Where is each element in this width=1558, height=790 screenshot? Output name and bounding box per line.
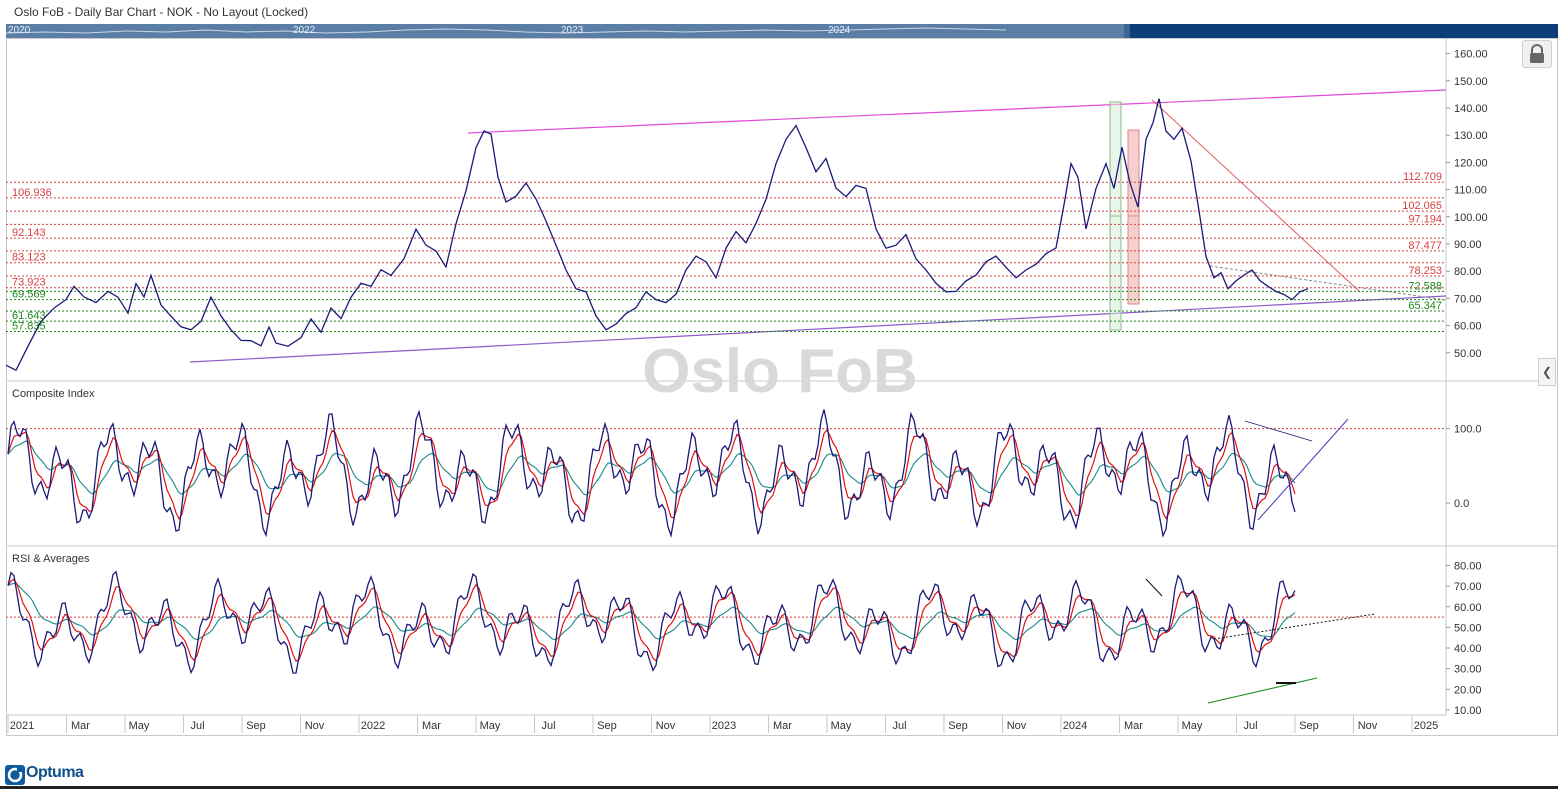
level-label: 72.588 <box>1408 280 1442 292</box>
navigator-year: 2022 <box>293 25 316 36</box>
rsi-y-tick-label: 80.00 <box>1454 561 1482 573</box>
resistance-trendline[interactable] <box>467 89 1447 134</box>
composite-y-tick-label: 100.0 <box>1454 424 1482 436</box>
x-tick-label: 2022 <box>361 720 385 732</box>
price-y-tick-label: 120.00 <box>1454 157 1488 169</box>
price-y-tick-label: 80.00 <box>1454 266 1482 278</box>
rsi-title: RSI & Averages <box>12 553 90 565</box>
level-label: 69.569 <box>12 289 46 301</box>
x-tick-label: Mar <box>1124 720 1143 732</box>
rsi-dotted-trendline[interactable] <box>1213 613 1376 640</box>
x-tick-label: Sep <box>1299 720 1319 732</box>
x-tick-label: Nov <box>1007 720 1027 732</box>
navigator-year: 2023 <box>561 25 584 36</box>
level-label: 102.065 <box>1402 200 1442 212</box>
price-y-tick-label: 160.00 <box>1454 49 1488 61</box>
level-label: 106.936 <box>12 187 52 199</box>
red-box[interactable] <box>1127 129 1140 305</box>
level-label: 73.923 <box>12 277 46 289</box>
rsi-y-tick-label: 10.00 <box>1454 705 1482 717</box>
x-tick-label: Sep <box>948 720 968 732</box>
level-label: 83.123 <box>12 252 46 264</box>
rsi-short-trendline[interactable] <box>1145 578 1163 597</box>
x-tick-label: Mar <box>773 720 792 732</box>
rsi-y-tick-label: 20.00 <box>1454 684 1482 696</box>
rsi-y-tick-label: 30.00 <box>1454 664 1482 676</box>
x-tick-label: May <box>129 720 150 732</box>
price-y-tick-label: 130.00 <box>1454 130 1488 142</box>
navigator-window[interactable] <box>1130 24 1558 38</box>
rsi-y-tick-label: 50.00 <box>1454 622 1482 634</box>
window-title: Oslo FoB - Daily Bar Chart - NOK - No La… <box>14 5 309 19</box>
date-navigator[interactable]: 2020 2022 2023 2024 <box>6 24 1558 38</box>
composite-index-line[interactable] <box>7 409 1296 538</box>
composite-lower-trendline[interactable] <box>1257 418 1349 521</box>
composite-index-title: Composite Index <box>12 388 95 400</box>
level-label: 61.643 <box>12 310 46 322</box>
rsi-y-tick-label: 60.00 <box>1454 602 1482 614</box>
x-tick-label: Mar <box>422 720 441 732</box>
x-tick-label: May <box>480 720 501 732</box>
navigator-handle[interactable] <box>1124 24 1130 38</box>
x-tick-label: 2021 <box>10 720 34 732</box>
price-y-tick-label: 50.00 <box>1454 348 1482 360</box>
x-tick-label: Jul <box>1243 720 1257 732</box>
footer <box>0 760 1558 789</box>
level-label: 97.194 <box>1408 213 1442 225</box>
title-bar: Oslo FoB - Daily Bar Chart - NOK - No La… <box>0 0 1558 24</box>
navigator-sparkline <box>6 27 1007 34</box>
composite-y-tick-label: 0.0 <box>1454 498 1469 510</box>
x-tick-label: May <box>831 720 852 732</box>
lock-icon <box>1530 44 1544 63</box>
x-tick-label: 2023 <box>712 720 736 732</box>
level-label: 92.143 <box>12 227 46 239</box>
x-tick-label: Jul <box>190 720 204 732</box>
composite-upper-trendline[interactable] <box>1244 420 1313 442</box>
rsi-y-tick-label: 40.00 <box>1454 643 1482 655</box>
x-tick-label: Nov <box>305 720 325 732</box>
rsi-y-tick-label: 70.00 <box>1454 581 1482 593</box>
watermark: Oslo FoB <box>642 337 918 406</box>
navigator-year: 2020 <box>8 25 31 36</box>
bottom-border <box>0 786 1558 789</box>
x-tick-label: Sep <box>246 720 266 732</box>
rsi-line[interactable] <box>7 570 1296 675</box>
chevron-left-icon: ❮ <box>1541 365 1553 379</box>
x-tick-label: 2025 <box>1414 720 1438 732</box>
price-series-line[interactable] <box>5 98 1309 372</box>
x-tick-label: Jul <box>541 720 555 732</box>
price-y-tick-label: 150.00 <box>1454 76 1488 88</box>
collapse-panel-button[interactable]: ❮ <box>1538 358 1556 386</box>
support-trendline[interactable] <box>189 295 1447 363</box>
price-y-tick-label: 110.00 <box>1454 185 1487 197</box>
rsi-green-trendline[interactable] <box>1207 677 1318 704</box>
optuma-logo-icon <box>5 765 25 785</box>
lock-button[interactable] <box>1522 40 1552 68</box>
price-y-tick-label: 60.00 <box>1454 321 1482 333</box>
price-y-tick-label: 140.00 <box>1454 103 1488 115</box>
navigator-year: 2024 <box>828 25 851 36</box>
x-tick-label: Mar <box>71 720 90 732</box>
x-tick-label: Nov <box>1358 720 1378 732</box>
x-tick-label: Sep <box>597 720 617 732</box>
x-tick-label: Nov <box>656 720 676 732</box>
x-tick-label: May <box>1182 720 1203 732</box>
price-y-tick-label: 100.00 <box>1454 212 1488 224</box>
level-label: 112.709 <box>1403 171 1442 183</box>
x-tick-label: Jul <box>892 720 906 732</box>
level-label: 87.477 <box>1408 240 1442 252</box>
x-tick-label: 2024 <box>1063 720 1087 732</box>
level-label: 65.347 <box>1408 300 1442 312</box>
price-y-tick-label: 90.00 <box>1454 239 1482 251</box>
level-label: 78.253 <box>1408 265 1442 277</box>
price-y-tick-label: 70.00 <box>1454 293 1482 305</box>
rsi-slow-average[interactable] <box>7 582 1296 641</box>
optuma-logo-text: Optuma <box>26 764 84 781</box>
descending-trendline[interactable] <box>1151 99 1361 293</box>
